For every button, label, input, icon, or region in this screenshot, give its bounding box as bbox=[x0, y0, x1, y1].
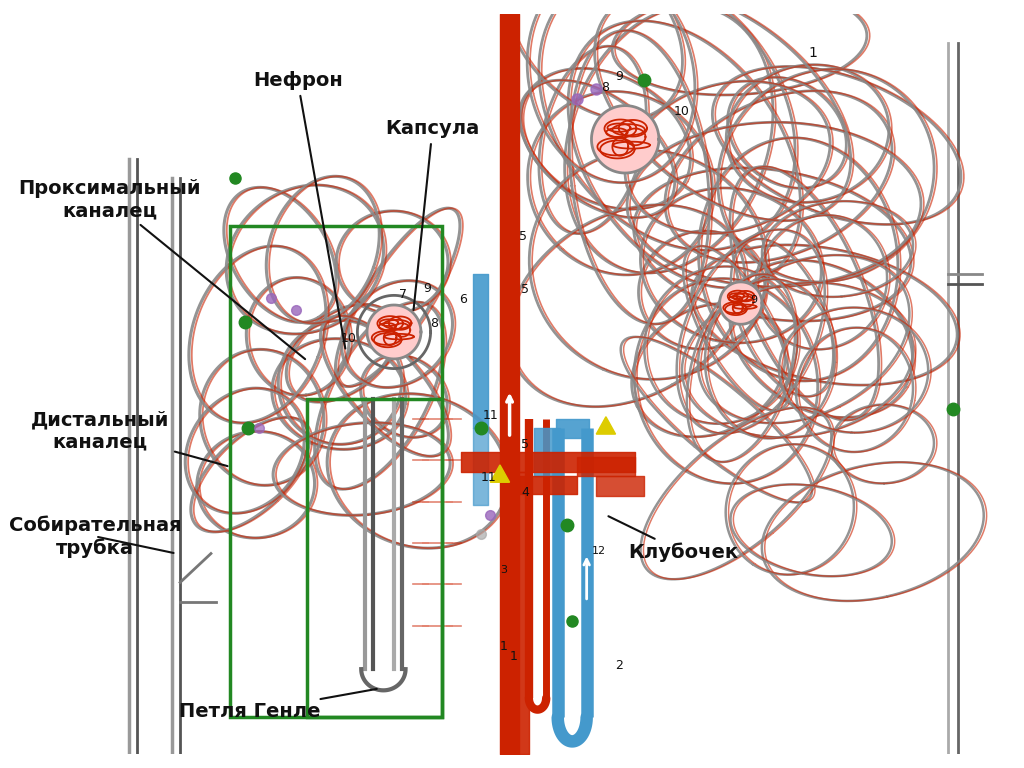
Text: 7: 7 bbox=[640, 76, 647, 89]
Text: Проксимальный
каналец: Проксимальный каналец bbox=[18, 180, 305, 359]
Text: 9: 9 bbox=[751, 295, 758, 305]
Text: 2: 2 bbox=[615, 659, 624, 672]
Text: 1: 1 bbox=[510, 650, 517, 663]
Text: 12: 12 bbox=[592, 545, 605, 555]
Text: 11: 11 bbox=[480, 472, 497, 485]
Text: 11: 11 bbox=[482, 409, 499, 422]
Circle shape bbox=[720, 282, 762, 324]
Text: 8: 8 bbox=[601, 81, 609, 94]
Text: 9: 9 bbox=[615, 70, 624, 83]
Text: 10: 10 bbox=[341, 332, 357, 345]
Text: 5: 5 bbox=[521, 283, 529, 296]
Polygon shape bbox=[596, 417, 615, 434]
Text: Петля Генле: Петля Генле bbox=[179, 689, 377, 721]
Text: 3: 3 bbox=[500, 564, 507, 574]
Text: Собирательная
трубка: Собирательная трубка bbox=[9, 515, 181, 558]
Circle shape bbox=[592, 105, 658, 173]
Text: Дистальный
каналец: Дистальный каналец bbox=[31, 411, 227, 466]
Text: 9: 9 bbox=[423, 282, 431, 294]
Text: Нефрон: Нефрон bbox=[253, 71, 345, 349]
Circle shape bbox=[367, 305, 421, 359]
Text: 1: 1 bbox=[808, 46, 817, 61]
Text: 7: 7 bbox=[398, 288, 407, 301]
Text: 6: 6 bbox=[460, 293, 467, 306]
Text: 10: 10 bbox=[674, 105, 689, 118]
Polygon shape bbox=[490, 465, 510, 482]
Text: 5: 5 bbox=[519, 230, 527, 243]
Text: 1: 1 bbox=[500, 640, 508, 653]
Text: 4: 4 bbox=[521, 485, 529, 498]
Text: Клубочек: Клубочек bbox=[608, 516, 738, 562]
Text: Капсула: Капсула bbox=[385, 120, 479, 310]
Text: 5: 5 bbox=[521, 438, 529, 451]
Text: 8: 8 bbox=[430, 317, 438, 330]
